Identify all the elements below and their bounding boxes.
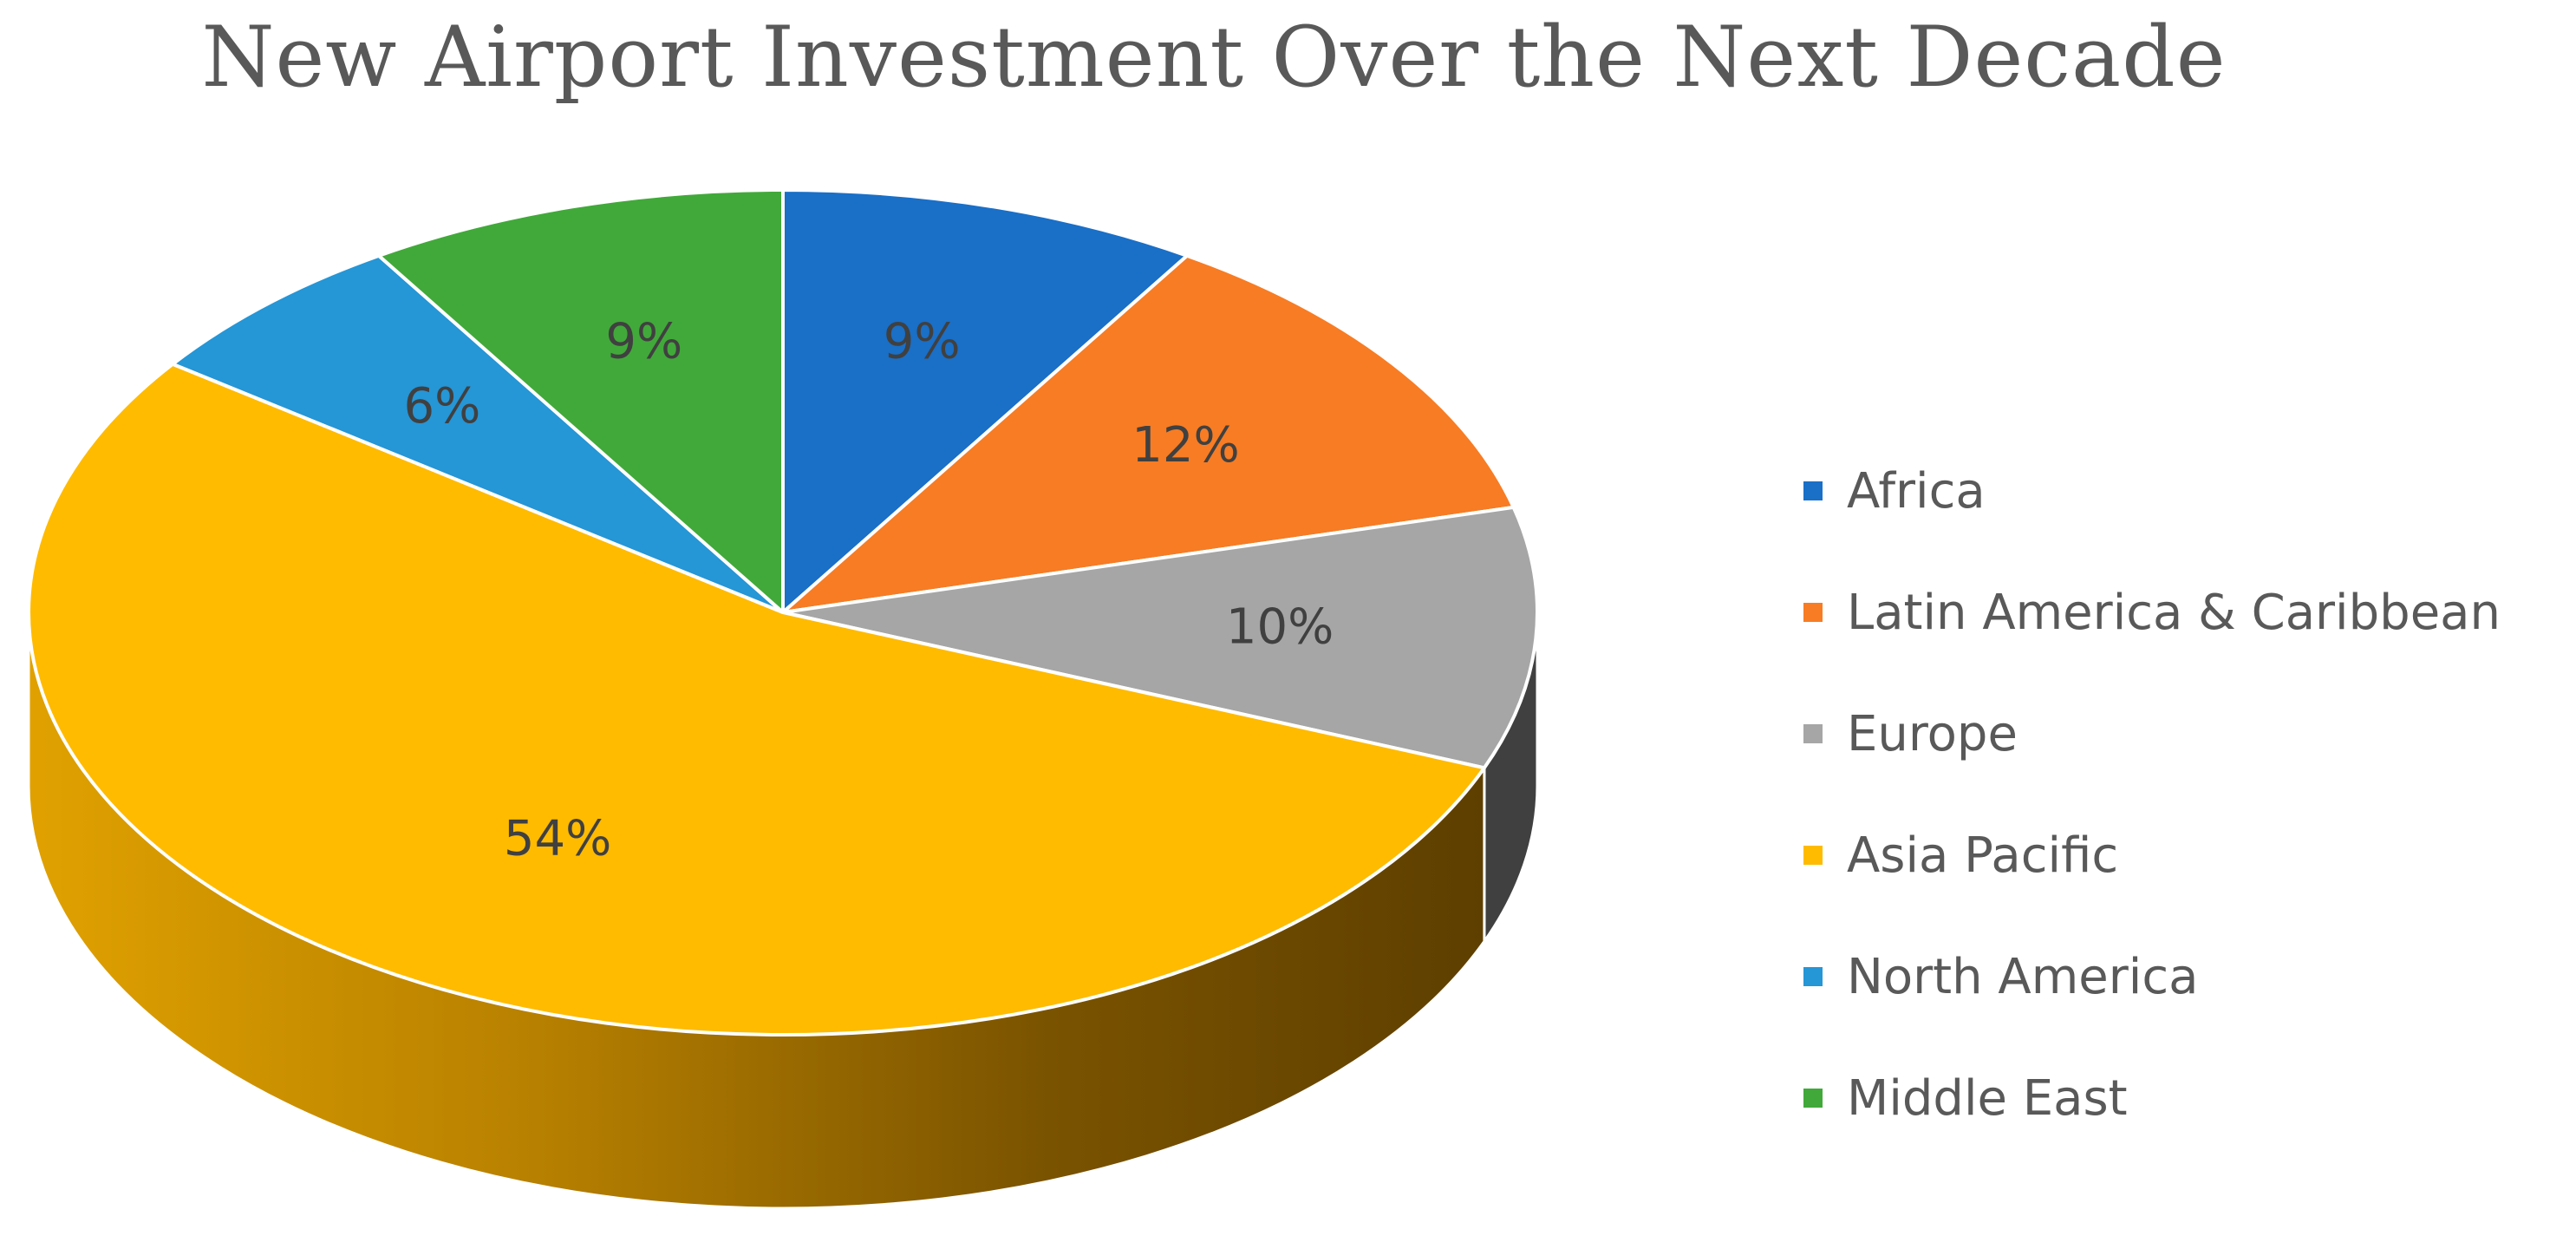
legend-item-asia-pacific[interactable]: Asia Pacific	[1803, 795, 2566, 916]
legend-item-north-america[interactable]: North America	[1803, 916, 2566, 1037]
legend-swatch	[1803, 846, 1823, 865]
legend-swatch	[1803, 481, 1823, 500]
data-label-middle-east: 9%	[605, 313, 682, 369]
legend-label: Europe	[1847, 705, 2018, 762]
legend-label: Latin America & Caribbean	[1847, 584, 2501, 641]
legend-item-europe[interactable]: Europe	[1803, 673, 2566, 795]
data-label-africa: 9%	[884, 313, 961, 369]
legend-label: Asia Pacific	[1847, 827, 2119, 884]
pie-slices	[27, 188, 1539, 1036]
data-label-north-america: 6%	[404, 378, 481, 435]
legend-swatch	[1803, 967, 1823, 986]
legend-swatch	[1803, 1089, 1823, 1108]
legend-label: North America	[1847, 948, 2199, 1005]
legend-swatch	[1803, 603, 1823, 622]
pie-slice-europe[interactable]	[781, 505, 1539, 770]
legend-label: Africa	[1847, 462, 1986, 520]
pie-slice-asia-pacific[interactable]	[27, 362, 1486, 1036]
data-label-latin-america-caribbean: 12%	[1131, 417, 1239, 474]
data-label-asia-pacific: 54%	[504, 811, 611, 867]
chart-title: New Airport Investment Over the Next Dec…	[201, 9, 2227, 106]
pie-slice-latin-america-caribbean[interactable]	[781, 253, 1516, 614]
pie-labels: 9% 12% 10% 54% 6% 9%	[404, 313, 1334, 866]
pie-slice-africa[interactable]	[781, 188, 1190, 614]
pie-slice-middle-east[interactable]	[376, 188, 785, 614]
data-label-europe: 10%	[1226, 598, 1334, 655]
legend-swatch	[1803, 724, 1823, 743]
legend: Africa Latin America & Caribbean Europe Asi…	[1803, 430, 2566, 1159]
pie-slice-north-america[interactable]	[171, 253, 785, 614]
legend-item-middle-east[interactable]: Middle East	[1803, 1037, 2566, 1159]
legend-label: Middle East	[1847, 1069, 2128, 1127]
legend-item-africa[interactable]: Africa	[1803, 430, 2566, 552]
legend-item-latin-america-caribbean[interactable]: Latin America & Caribbean	[1803, 552, 2566, 673]
